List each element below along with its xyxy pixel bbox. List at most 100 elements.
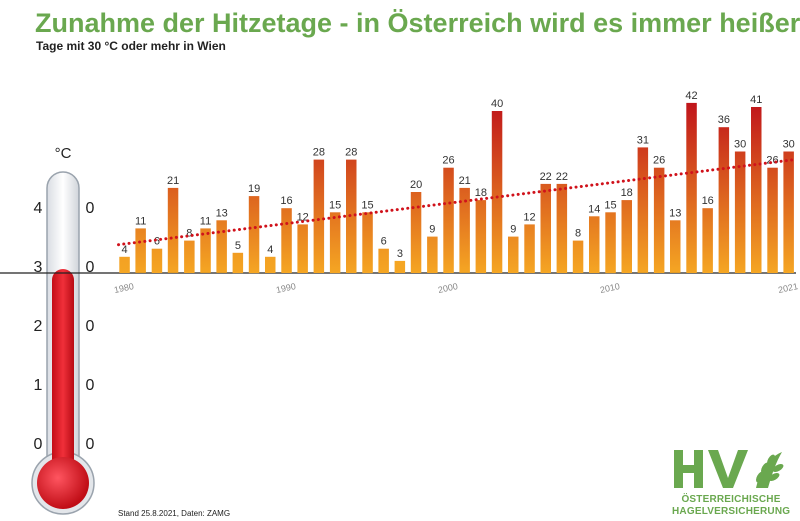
bar-1981 (135, 228, 146, 273)
bar-2017 (718, 127, 730, 273)
value-label-2017: 36 (718, 114, 730, 126)
value-label-2020: 26 (766, 155, 778, 167)
chart-subtitle: Tage mit 30 °C oder mehr in Wien (36, 39, 226, 53)
value-label-2012: 31 (637, 134, 649, 146)
value-label-2003: 40 (491, 98, 503, 110)
thermo-scale-right-4: 0 (86, 436, 95, 453)
value-label-1992: 28 (313, 147, 325, 159)
bar-2016 (702, 208, 713, 273)
thermo-scale-left-1: 3 (34, 259, 43, 276)
bar-2013 (653, 167, 665, 273)
logo-line-2: HAGELVERSICHERUNG (672, 506, 791, 517)
bar-2005 (524, 224, 535, 273)
bar-1998 (410, 192, 422, 273)
value-label-1982: 6 (154, 236, 160, 248)
bar-1990 (281, 208, 292, 273)
value-label-2009: 14 (588, 203, 600, 215)
value-label-1996: 6 (381, 236, 387, 248)
thermo-scale-left-2: 2 (34, 318, 43, 335)
value-label-2010: 15 (604, 199, 616, 211)
value-label-1980: 4 (121, 244, 127, 256)
bar-1984 (184, 240, 195, 273)
bar-1989 (265, 256, 276, 273)
value-label-2007: 22 (556, 171, 568, 183)
thermometer-scale: 4 0 3 0 2 0 1 0 0 0 (34, 200, 95, 453)
value-label-1988: 19 (248, 183, 260, 195)
hagelversicherung-logo: ÖSTERREICHISCHE HAGELVERSICHERUNG (672, 448, 791, 518)
bar-1980 (119, 256, 130, 273)
value-label-2006: 22 (540, 171, 552, 183)
x-tick-2021: 2021 (777, 281, 799, 295)
bar-2004 (508, 236, 519, 273)
logo-line-1: ÖSTERREICHISCHE (681, 494, 781, 505)
value-label-2018: 30 (734, 139, 746, 151)
bar-2018 (734, 151, 746, 273)
thermo-scale-left-3: 1 (34, 377, 43, 394)
bar-1993 (329, 212, 341, 274)
value-label-2002: 18 (475, 187, 487, 199)
hv-logo-mark (674, 450, 784, 488)
value-label-2021: 30 (783, 139, 795, 151)
x-tick-1990: 1990 (275, 281, 297, 295)
value-label-1986: 13 (216, 207, 228, 219)
value-label-2001: 21 (459, 175, 471, 187)
value-label-1993: 15 (329, 199, 341, 211)
bar-1992 (313, 159, 325, 273)
bar-2011 (621, 200, 632, 273)
value-label-2000: 26 (442, 155, 454, 167)
bar-1995 (362, 212, 373, 274)
value-label-2005: 12 (523, 211, 535, 223)
thermometer-bulb (37, 457, 89, 509)
bar-1999 (427, 236, 438, 273)
value-label-1983: 21 (167, 175, 179, 187)
bar-2000 (443, 167, 454, 273)
value-label-1997: 3 (397, 248, 403, 260)
bar-2010 (605, 212, 616, 274)
value-label-1985: 11 (200, 215, 211, 227)
x-axis-ticks: 1980 1990 2000 2010 2021 (113, 281, 799, 295)
x-tick-2010: 2010 (599, 281, 621, 295)
value-label-1981: 11 (135, 215, 146, 227)
value-label-1990: 16 (280, 195, 292, 207)
bars (119, 102, 794, 274)
x-tick-1980: 1980 (113, 281, 135, 295)
value-label-1989: 4 (267, 244, 273, 256)
value-label-1987: 5 (235, 240, 241, 252)
value-label-2013: 26 (653, 155, 665, 167)
value-label-1994: 28 (345, 147, 357, 159)
bar-2008 (572, 240, 584, 273)
value-label-2004: 9 (510, 224, 516, 236)
value-label-1998: 20 (410, 179, 422, 191)
thermo-scale-right-0: 0 (86, 200, 95, 217)
thermo-scale-right-3: 0 (86, 377, 95, 394)
value-label-1999: 9 (429, 224, 435, 236)
bar-1987 (232, 252, 244, 274)
chart-title: Zunahme der Hitzetage - in Österreich wi… (35, 8, 800, 38)
bar-1996 (378, 248, 389, 273)
bar-2021 (783, 151, 794, 273)
bar-1983 (167, 187, 179, 273)
bar-2019 (751, 107, 762, 273)
thermometer-unit: °C (55, 145, 72, 162)
bar-2002 (475, 200, 487, 273)
thermometer: °C 4 0 3 0 2 0 1 0 0 0 (31, 145, 95, 515)
bar-2006 (540, 183, 551, 273)
value-label-1991: 12 (297, 211, 309, 223)
source-note: Stand 25.8.2021, Daten: ZAMG (118, 509, 231, 518)
bar-2012 (637, 147, 649, 273)
value-label-1984: 8 (186, 228, 192, 240)
bar-1986 (216, 220, 227, 273)
value-label-2008: 8 (575, 228, 581, 240)
bar-2007 (556, 183, 568, 273)
thermometer-mercury (52, 269, 74, 479)
bar-1988 (248, 196, 260, 274)
bar-2020 (767, 167, 778, 273)
thermo-scale-right-2: 0 (86, 318, 95, 335)
value-label-2019: 41 (750, 94, 762, 106)
bar-2009 (589, 216, 600, 273)
bar-1985 (200, 228, 211, 273)
trend-line (117, 158, 797, 247)
thermo-scale-left-0: 4 (34, 200, 43, 217)
bar-2003 (491, 111, 503, 273)
